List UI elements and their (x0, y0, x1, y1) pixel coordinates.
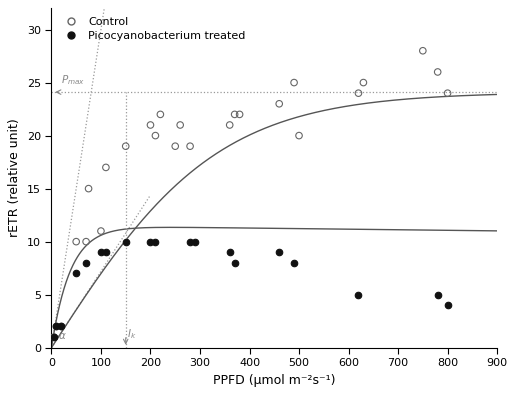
Point (52, 324, 60, 330)
Point (57, 324, 66, 330)
Point (354, 292, 363, 298)
Point (156, 111, 165, 118)
Text: $\alpha$: $\alpha$ (58, 331, 67, 341)
Point (171, 143, 180, 149)
Point (359, 79, 367, 86)
Point (85, 186, 93, 192)
Point (72, 239, 80, 245)
Point (433, 69, 442, 75)
Point (176, 122, 184, 128)
Point (186, 239, 194, 245)
X-axis label: PPFD (μmol m⁻²s⁻¹): PPFD (μmol m⁻²s⁻¹) (213, 374, 335, 387)
Point (72, 270, 80, 276)
Point (147, 239, 155, 245)
Point (122, 239, 130, 245)
Point (443, 90, 452, 96)
Text: $P_{max}$: $P_{max}$ (61, 73, 86, 87)
Point (82, 239, 90, 245)
Point (102, 249, 110, 256)
Point (418, 47, 427, 54)
Point (231, 111, 239, 118)
Point (275, 249, 283, 256)
Point (235, 111, 244, 118)
Point (354, 90, 363, 96)
Point (147, 122, 155, 128)
Point (151, 132, 159, 139)
Point (57, 324, 66, 330)
Point (50, 334, 58, 340)
Point (443, 302, 452, 308)
Point (82, 260, 90, 266)
Point (231, 260, 239, 266)
Point (97, 249, 105, 256)
Legend: Control, Picocyanobacterium treated: Control, Picocyanobacterium treated (57, 14, 249, 44)
Point (50, 334, 58, 340)
Point (290, 79, 298, 86)
Point (433, 292, 442, 298)
Point (275, 101, 283, 107)
Y-axis label: rETR (relative unit): rETR (relative unit) (8, 118, 21, 237)
Point (290, 260, 298, 266)
Point (295, 132, 303, 139)
Point (102, 164, 110, 171)
Point (52, 324, 60, 330)
Point (97, 228, 105, 234)
Point (225, 249, 234, 256)
Point (186, 143, 194, 149)
Text: $I_k$: $I_k$ (127, 327, 136, 341)
Point (225, 122, 234, 128)
Point (122, 143, 130, 149)
Point (191, 239, 199, 245)
Point (151, 239, 159, 245)
